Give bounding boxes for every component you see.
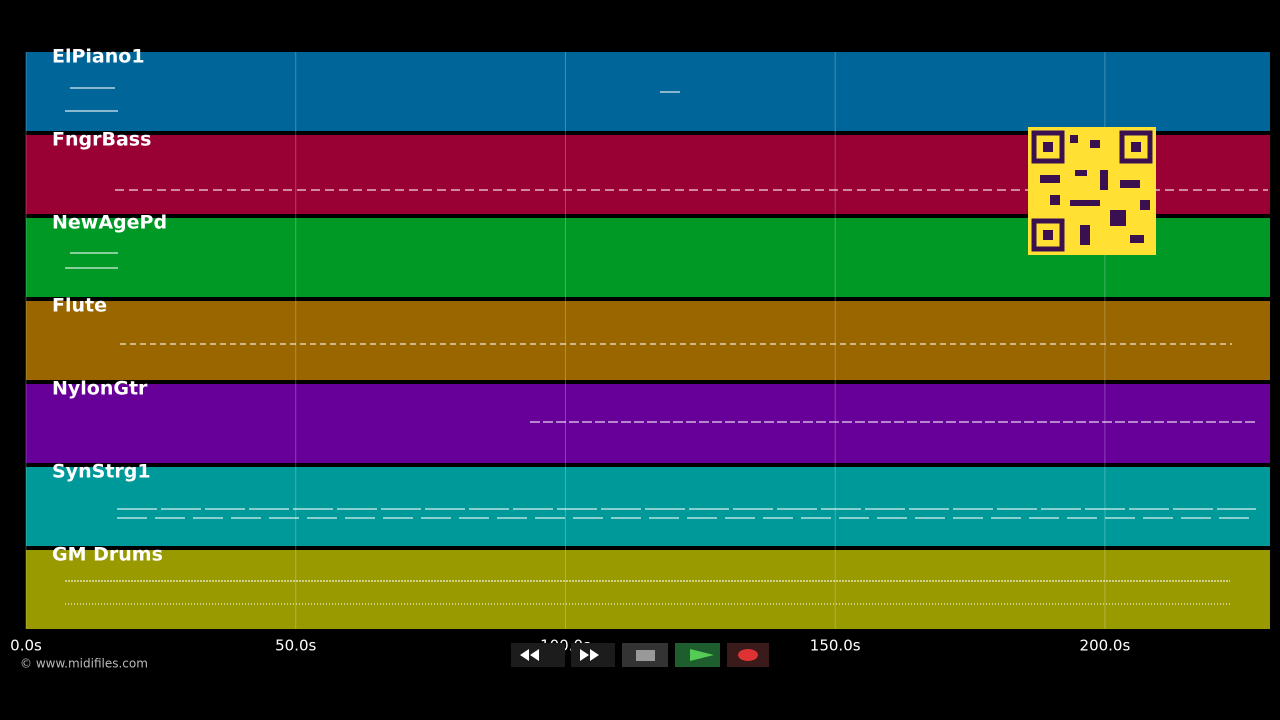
qr-finder xyxy=(1043,142,1053,152)
copyright: © www.midifiles.com xyxy=(20,657,148,671)
track-name: GM Drums xyxy=(52,544,163,566)
track-lane xyxy=(26,550,1270,629)
qr-finder xyxy=(1043,230,1053,240)
track-names: ElPiano1 FngrBass NewAgePd Flute NylonGtr Syn… xyxy=(52,46,167,566)
x-tick-label: 200.0s xyxy=(1080,637,1131,655)
stop-icon xyxy=(636,650,655,661)
fast-forward-icon xyxy=(580,649,599,661)
record-icon xyxy=(738,649,758,661)
qr-finder xyxy=(1031,218,1065,252)
rewind-icon xyxy=(520,649,539,661)
track-name: SynStrg1 xyxy=(52,461,151,483)
grid xyxy=(25,52,1106,629)
track-name: FngrBass xyxy=(52,129,151,151)
qr-finder xyxy=(1119,130,1153,164)
qr-finder xyxy=(1131,142,1141,152)
track-lane xyxy=(26,52,1270,131)
x-tick-label: 50.0s xyxy=(275,637,316,655)
track-lane xyxy=(26,467,1270,546)
track-name: NylonGtr xyxy=(52,378,148,400)
track-lane xyxy=(26,384,1270,463)
qr-modules xyxy=(1040,135,1150,245)
track-lane xyxy=(26,301,1270,380)
x-tick-label: 0.0s xyxy=(10,637,42,655)
qr-finder xyxy=(1031,130,1065,164)
track-name: NewAgePd xyxy=(52,212,167,234)
track-name: ElPiano1 xyxy=(52,46,145,68)
qr-code xyxy=(1028,127,1156,255)
x-tick-label: 150.0s xyxy=(810,637,861,655)
track-name: Flute xyxy=(52,295,107,317)
transport-controls xyxy=(511,643,769,667)
play-icon xyxy=(690,649,714,661)
